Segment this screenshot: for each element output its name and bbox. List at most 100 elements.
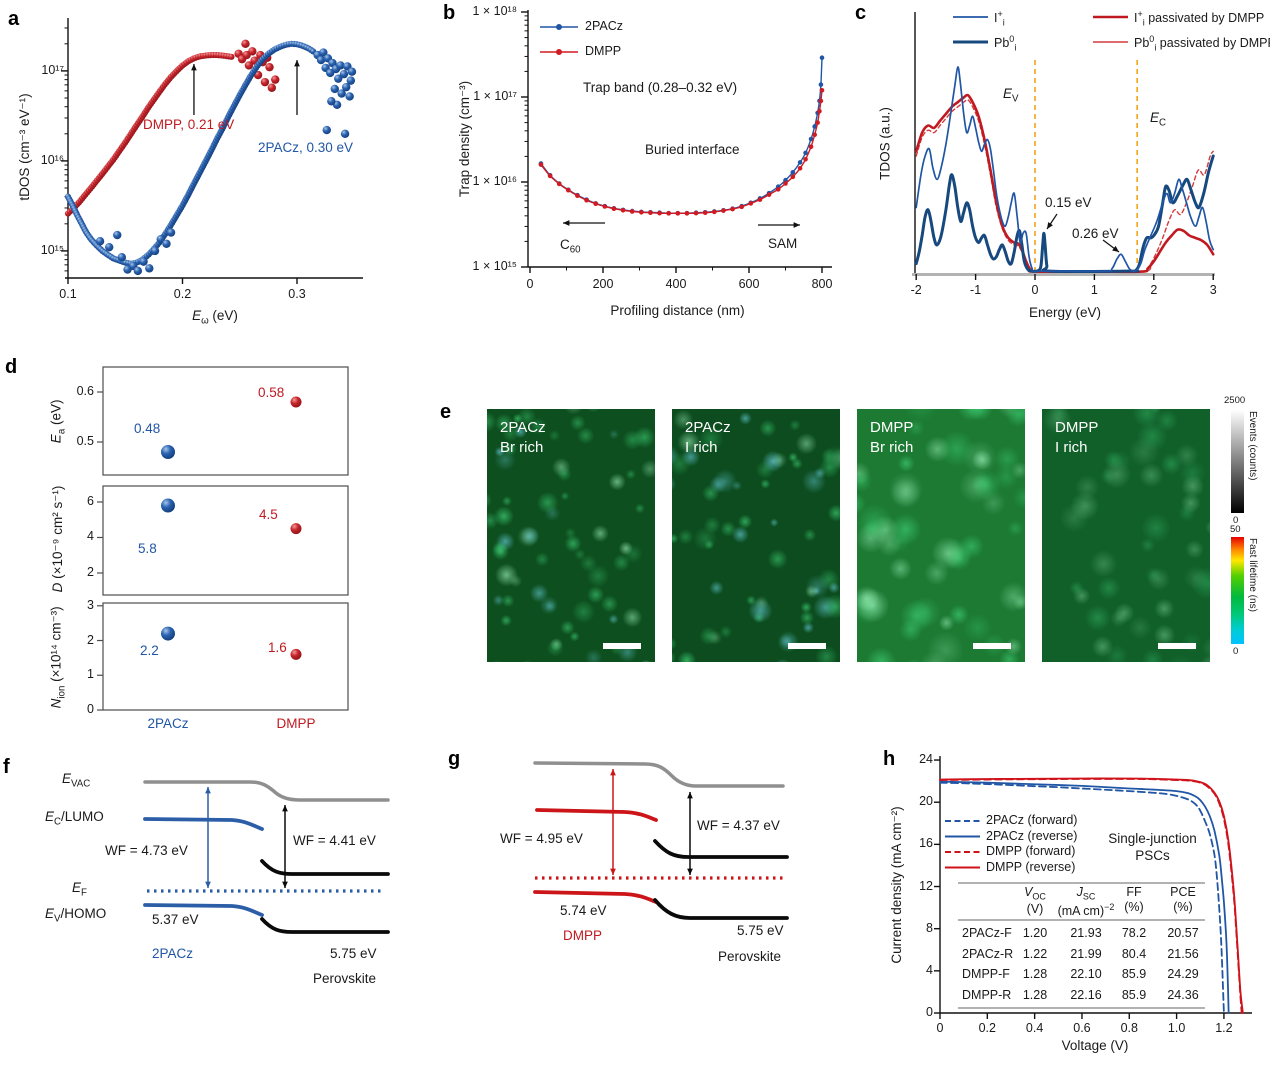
c-y-axis-label: TDOS (a.u.) bbox=[877, 107, 893, 180]
f-evhomo-label: EV/HOMO bbox=[45, 906, 107, 925]
c-x-axis-label: Energy (eV) bbox=[1028, 305, 1102, 320]
micrograph-label: 2PACz Br rich bbox=[500, 419, 546, 457]
tick-label: 0.3 bbox=[288, 287, 306, 301]
panel-letter-e: e bbox=[440, 401, 452, 423]
tick-label: 10¹⁶ bbox=[40, 152, 64, 167]
c-ev-label: EV bbox=[1003, 86, 1019, 105]
tick-label: DMPP bbox=[276, 716, 316, 731]
tick-label: 2PACz bbox=[147, 716, 189, 731]
tick-label: JSC (mA cm)−2 bbox=[1057, 885, 1115, 919]
tick-label: DMPP (reverse) bbox=[986, 859, 1076, 874]
f-wf-left-label: WF = 4.73 eV bbox=[105, 843, 188, 858]
tick-label: DMPP (forward) bbox=[986, 844, 1076, 858]
tick-label: 21.93 bbox=[1070, 926, 1102, 940]
tick-label: 1.22 bbox=[1022, 946, 1048, 961]
micrograph-dmpp-i-rich: DMPP I rich bbox=[1042, 409, 1210, 662]
tick-label: 2PACz (forward) bbox=[986, 813, 1078, 827]
events-colorbar-label: Events (counts) bbox=[1247, 411, 1258, 481]
panel-g-diagram bbox=[533, 761, 789, 920]
events-colorbar bbox=[1231, 410, 1244, 513]
tick-label: 400 bbox=[665, 277, 687, 291]
f-perovskite-value: 5.75 eV bbox=[330, 946, 377, 961]
tick-label: 0.6 bbox=[76, 384, 94, 398]
tick-label: 0.5 bbox=[76, 434, 94, 448]
tick-label: I+i passivated by DMPP bbox=[1134, 9, 1265, 28]
g-wf-left-label: WF = 4.95 eV bbox=[500, 831, 583, 846]
c-ec-label: EC bbox=[1150, 110, 1167, 129]
tick-label: 0.8 bbox=[1120, 1021, 1138, 1035]
f-ef-label: EF bbox=[72, 880, 87, 899]
tick-label: 0 bbox=[87, 702, 94, 716]
tick-label: 0.2 bbox=[173, 287, 192, 301]
panel-b-plot bbox=[521, 10, 832, 273]
tick-label: 16 bbox=[919, 836, 933, 851]
panel-f-diagram bbox=[143, 780, 390, 934]
g-material-label: DMPP bbox=[563, 928, 603, 943]
b-annotation-c60: C60 bbox=[560, 237, 581, 256]
tick-label: DMPP-R bbox=[962, 987, 1012, 1002]
f-eclumo-label: EC/LUMO bbox=[45, 809, 104, 828]
tick-label: 0.2 bbox=[978, 1021, 996, 1035]
tick-label: 2.2 bbox=[140, 642, 159, 658]
d-nion-axis-label: Nion (×10¹⁴ cm⁻³) bbox=[48, 606, 68, 709]
b-annotation-buried-interface: Buried interface bbox=[645, 142, 740, 157]
tick-label: 2PACz-F bbox=[962, 926, 1012, 940]
tick-label: 21.56 bbox=[1167, 946, 1199, 961]
tick-label: 10¹⁵ bbox=[40, 242, 64, 257]
tick-label: 24 bbox=[919, 752, 933, 767]
tick-label: 85.9 bbox=[1121, 987, 1147, 1002]
b-annotation-trap-band: Trap band (0.28–0.32 eV) bbox=[583, 80, 738, 95]
tick-label: I+i bbox=[994, 9, 1005, 28]
g-perovskite-value: 5.75 eV bbox=[737, 923, 784, 938]
tick-label: 0.4 bbox=[1025, 1021, 1044, 1035]
tick-label: 2PACz bbox=[585, 19, 623, 33]
tick-label: 2PACz (reverse) bbox=[986, 828, 1078, 843]
panel-d-plot bbox=[97, 366, 349, 711]
tick-label: 3 bbox=[1209, 283, 1217, 297]
tick-label: 0.48 bbox=[134, 421, 161, 436]
panel-letter-a: a bbox=[8, 8, 20, 30]
panel-c-plot bbox=[912, 12, 1215, 280]
tick-label: VOC (V) bbox=[1024, 885, 1046, 917]
tick-label: PCE (%) bbox=[1170, 885, 1196, 914]
tick-label: 1.28 bbox=[1022, 967, 1048, 981]
h-device-text: Single-junction PSCs bbox=[1095, 831, 1210, 865]
f-material-label: 2PACz bbox=[152, 946, 194, 961]
h-x-axis-label: Voltage (V) bbox=[1061, 1038, 1129, 1053]
tick-label: 3 bbox=[87, 597, 94, 612]
tick-label: 0.58 bbox=[258, 385, 285, 400]
tick-label: 800 bbox=[811, 277, 833, 291]
lifetime-colorbar-min: 0 bbox=[1233, 646, 1239, 657]
tick-label: 1.0 bbox=[1167, 1021, 1186, 1035]
h-y-axis-label: Current density (mA cm⁻²) bbox=[889, 806, 904, 964]
tick-label: 1.20 bbox=[1022, 926, 1048, 940]
f-evac-label: EVAC bbox=[62, 771, 91, 790]
panel-letter-d: d bbox=[5, 356, 18, 378]
events-colorbar-max: 2500 bbox=[1224, 395, 1246, 406]
f-wf-right-label: WF = 4.41 eV bbox=[293, 833, 376, 848]
tick-label: -2 bbox=[910, 283, 922, 297]
panel-a-plot bbox=[61, 18, 363, 284]
tick-label: 1 bbox=[87, 667, 94, 682]
b-annotation-sam: SAM bbox=[768, 236, 798, 251]
g-homo-value: 5.74 eV bbox=[560, 903, 607, 918]
scale-bar bbox=[788, 643, 826, 649]
micrograph-label: DMPP Br rich bbox=[870, 419, 914, 457]
tick-label: 24.29 bbox=[1167, 967, 1199, 981]
tick-label: 6 bbox=[87, 493, 94, 508]
panel-letter-c: c bbox=[855, 2, 867, 24]
tick-label: 5.8 bbox=[138, 540, 157, 556]
tick-label: 22.10 bbox=[1070, 967, 1102, 981]
panel-letter-f: f bbox=[3, 756, 10, 778]
tick-label: 4 bbox=[926, 962, 933, 977]
b-y-axis-label: Trap density (cm⁻³) bbox=[457, 80, 472, 198]
lifetime-colorbar-label: Fast lifetime (ns) bbox=[1247, 538, 1258, 612]
tick-label: 2PACz-R bbox=[962, 946, 1014, 961]
tick-label: 4 bbox=[87, 529, 94, 544]
g-wf-right-label: WF = 4.37 eV bbox=[697, 818, 780, 833]
tick-label: 200 bbox=[592, 277, 614, 291]
tick-label: 0 bbox=[526, 277, 534, 291]
tick-label: 0 bbox=[926, 1005, 933, 1019]
tick-label: 1 × 10¹⁵ bbox=[472, 259, 517, 273]
